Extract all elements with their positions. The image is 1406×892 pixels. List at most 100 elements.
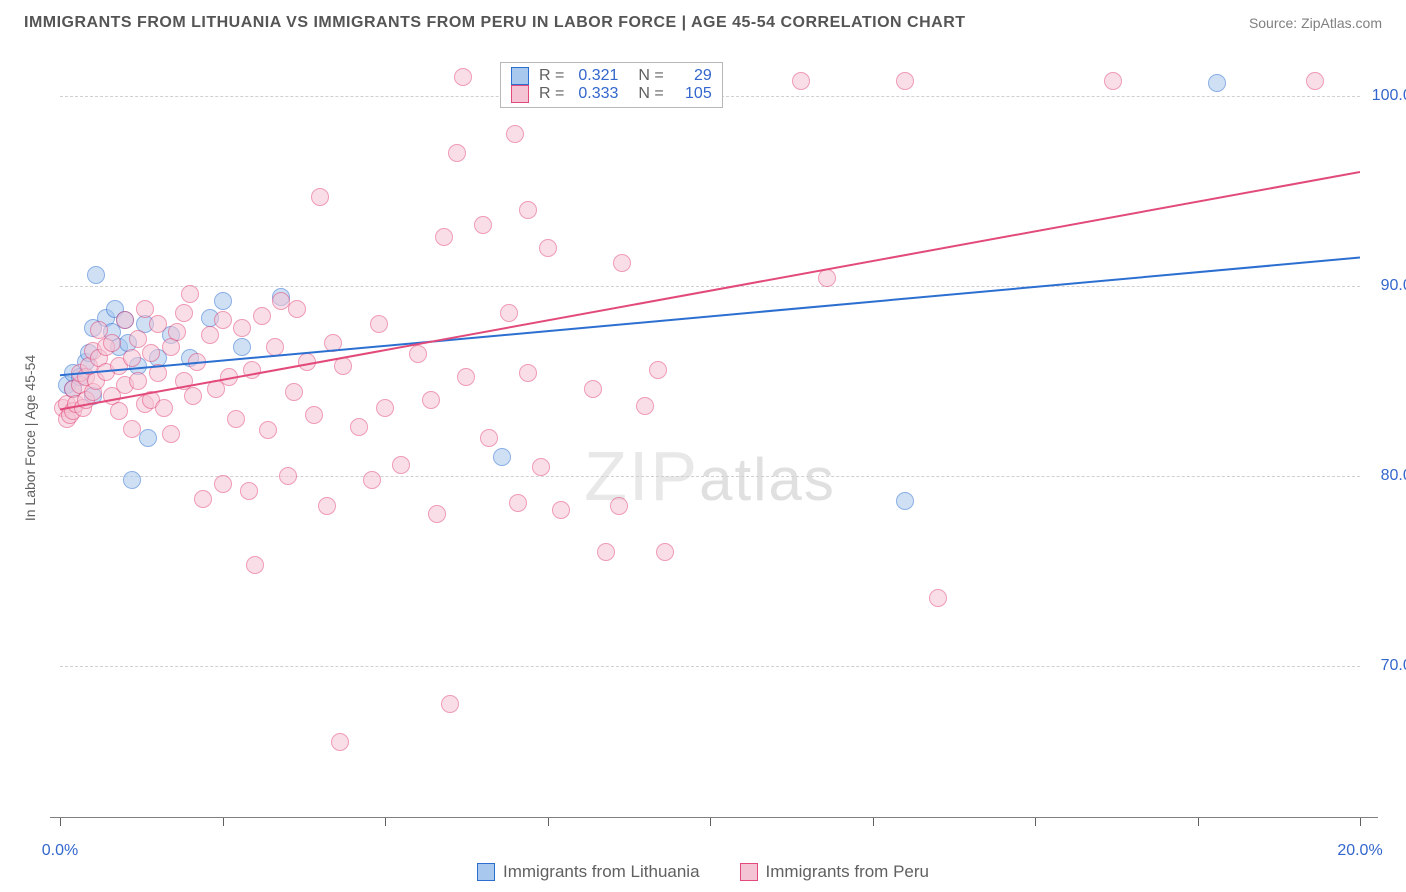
data-point <box>649 361 667 379</box>
data-point <box>422 391 440 409</box>
data-point <box>214 475 232 493</box>
data-point <box>409 345 427 363</box>
data-point <box>253 307 271 325</box>
data-point <box>324 334 342 352</box>
chart-title: IMMIGRANTS FROM LITHUANIA VS IMMIGRANTS … <box>24 14 966 32</box>
data-point <box>246 556 264 574</box>
source-label: Source: ZipAtlas.com <box>1249 15 1382 31</box>
legend-item-peru: Immigrants from Peru <box>740 862 929 882</box>
data-point <box>896 492 914 510</box>
data-point <box>214 292 232 310</box>
legend-item-lithuania: Immigrants from Lithuania <box>477 862 700 882</box>
data-point <box>139 429 157 447</box>
swatch-pink-icon <box>511 85 529 103</box>
data-point <box>194 490 212 508</box>
data-point <box>103 334 121 352</box>
data-point <box>539 239 557 257</box>
correlation-legend: R = 0.321 N = 29 R = 0.333 N = 105 <box>500 62 723 108</box>
data-point <box>1104 72 1122 90</box>
data-point <box>129 372 147 390</box>
r-label: R = <box>539 85 564 103</box>
data-point <box>162 425 180 443</box>
data-point <box>1208 74 1226 92</box>
data-point <box>334 357 352 375</box>
data-point <box>240 482 258 500</box>
y-tick-label: 80.0% <box>1381 467 1406 485</box>
series-legend: Immigrants from Lithuania Immigrants fro… <box>0 862 1406 882</box>
data-point <box>493 448 511 466</box>
data-point <box>636 397 654 415</box>
y-tick-label: 70.0% <box>1381 657 1406 675</box>
n-label: N = <box>638 85 663 103</box>
swatch-blue-icon <box>477 863 495 881</box>
data-point <box>370 315 388 333</box>
data-point <box>532 458 550 476</box>
data-point <box>584 380 602 398</box>
data-point <box>123 471 141 489</box>
data-point <box>392 456 410 474</box>
data-point <box>227 410 245 428</box>
corr-row-lithuania: R = 0.321 N = 29 <box>511 67 712 85</box>
r-value-peru: 0.333 <box>578 85 618 103</box>
data-point <box>116 311 134 329</box>
data-point <box>220 368 238 386</box>
data-point <box>519 201 537 219</box>
data-point <box>311 188 329 206</box>
data-point <box>285 383 303 401</box>
points-layer <box>60 58 1360 818</box>
data-point <box>184 387 202 405</box>
data-point <box>363 471 381 489</box>
chart-plot-area: In Labor Force | Age 45-54 ZIPatlas 70.0… <box>50 58 1378 818</box>
data-point <box>181 285 199 303</box>
x-tick-label: 20.0% <box>1337 842 1382 860</box>
data-point <box>597 543 615 561</box>
legend-label-peru: Immigrants from Peru <box>766 862 929 882</box>
r-label: R = <box>539 67 564 85</box>
n-label: N = <box>638 67 663 85</box>
data-point <box>448 144 466 162</box>
data-point <box>331 733 349 751</box>
data-point <box>155 399 173 417</box>
data-point <box>259 421 277 439</box>
data-point <box>188 353 206 371</box>
data-point <box>175 304 193 322</box>
n-value-lithuania: 29 <box>678 67 712 85</box>
data-point <box>279 467 297 485</box>
data-point <box>519 364 537 382</box>
data-point <box>233 319 251 337</box>
data-point <box>87 266 105 284</box>
data-point <box>818 269 836 287</box>
corr-row-peru: R = 0.333 N = 105 <box>511 85 712 103</box>
x-tick-label: 0.0% <box>42 842 78 860</box>
data-point <box>896 72 914 90</box>
data-point <box>656 543 674 561</box>
data-point <box>480 429 498 447</box>
legend-label-lithuania: Immigrants from Lithuania <box>503 862 700 882</box>
data-point <box>441 695 459 713</box>
r-value-lithuania: 0.321 <box>578 67 618 85</box>
data-point <box>266 338 284 356</box>
y-axis-label: In Labor Force | Age 45-54 <box>22 355 38 521</box>
data-point <box>318 497 336 515</box>
data-point <box>1306 72 1324 90</box>
data-point <box>350 418 368 436</box>
data-point <box>457 368 475 386</box>
n-value-peru: 105 <box>678 85 712 103</box>
data-point <box>123 349 141 367</box>
swatch-pink-icon <box>740 863 758 881</box>
data-point <box>454 68 472 86</box>
data-point <box>142 344 160 362</box>
data-point <box>474 216 492 234</box>
data-point <box>168 323 186 341</box>
data-point <box>376 399 394 417</box>
chart-header: IMMIGRANTS FROM LITHUANIA VS IMMIGRANTS … <box>0 0 1406 40</box>
plot-inner: In Labor Force | Age 45-54 ZIPatlas 70.0… <box>60 58 1360 818</box>
data-point <box>136 300 154 318</box>
data-point <box>500 304 518 322</box>
data-point <box>613 254 631 272</box>
y-tick-label: 90.0% <box>1381 277 1406 295</box>
data-point <box>298 353 316 371</box>
data-point <box>506 125 524 143</box>
data-point <box>123 420 141 438</box>
data-point <box>929 589 947 607</box>
